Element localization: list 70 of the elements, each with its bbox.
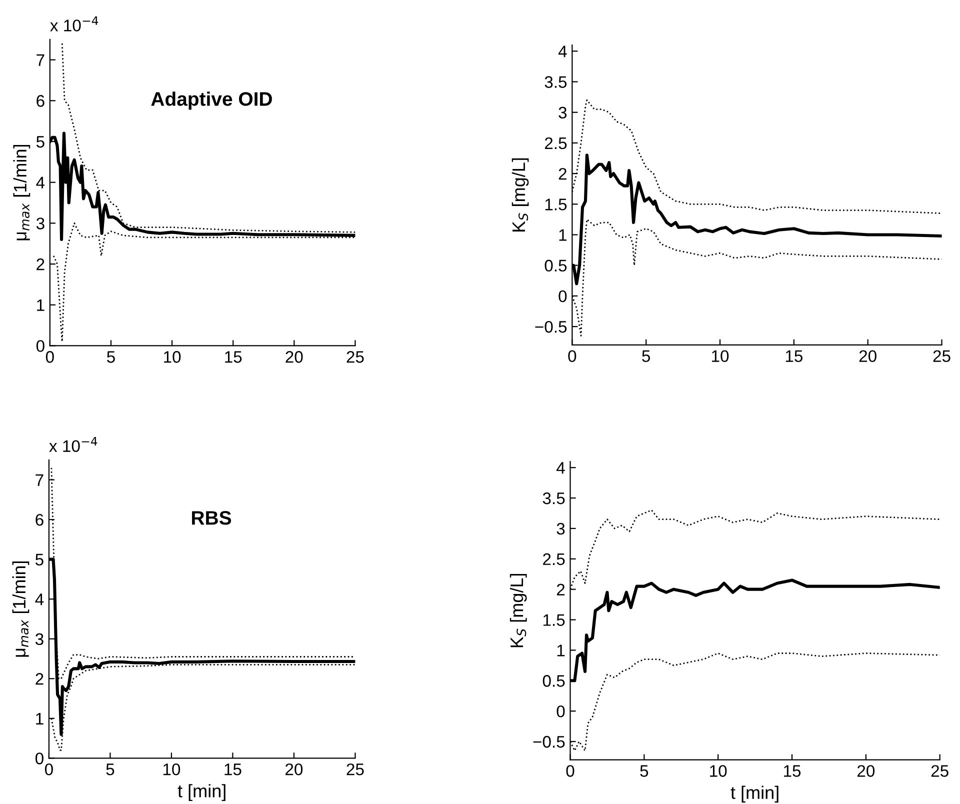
y-axis-title: μ$_{max}$ [1/min] (13, 144, 30, 240)
x-tick-label: 20 (286, 763, 303, 776)
y-tick-label: 2 (36, 673, 44, 685)
x-tick-label: 20 (286, 351, 303, 363)
text: x 10$^{−4}$ (50, 16, 98, 32)
y-tick-label: 4 (556, 462, 565, 474)
x-tick-label: 0 (568, 350, 576, 362)
y-tick-label: 3 (556, 522, 565, 535)
x-tick-label: 10 (164, 351, 181, 363)
y-axis-title: μ$_{max}$ [1/min] (12, 561, 30, 657)
y-tick-label: 5 (36, 136, 44, 148)
y-tick-label: 4 (36, 176, 45, 188)
x-tick-label: 25 (933, 350, 950, 362)
x-tick-label: 5 (106, 764, 114, 776)
y-axis-title: K$_{S}$ [mg/L] (512, 158, 529, 232)
y-tick-label: 0.5 (542, 675, 565, 687)
y-axis-title: K$_{S}$ [mg/L] (510, 574, 527, 648)
y-tick-label: −0.5 (533, 736, 565, 748)
x-tick-label: 10 (712, 350, 729, 362)
y-tick-label: 0.5 (544, 260, 567, 272)
x-tick-label: 0 (566, 765, 574, 777)
y-tick-label: 2 (558, 168, 566, 180)
y-tick-label: 6 (36, 95, 44, 107)
x-tick-label: 0 (46, 351, 54, 363)
y-tick-label: 2 (556, 584, 565, 596)
y-tick-label: 0 (556, 705, 565, 718)
x-tick-label: 15 (224, 764, 242, 776)
y-tick-label: 3.5 (544, 76, 567, 88)
y-tick-label: 1 (37, 299, 44, 311)
x-tick-label: 15 (225, 351, 242, 363)
y-tick-label: 2.5 (544, 137, 567, 150)
text: x 10$^{−4}$ (49, 436, 98, 452)
y-tick-label: 0 (558, 290, 567, 302)
y-tick-label: 1 (557, 644, 565, 656)
x-tick-label: 25 (346, 763, 364, 776)
x-axis-title: t [min] (178, 784, 226, 801)
y-tick-label: 6 (36, 514, 44, 526)
y-tick-label: 7 (36, 54, 44, 66)
y-tick-label: 3 (36, 218, 44, 230)
x-tick-label: 20 (859, 350, 876, 362)
x-tick-label: 5 (107, 351, 115, 363)
annotation: Adaptive OID (151, 92, 272, 110)
y-tick-label: 1 (559, 229, 566, 241)
x-tick-label: 0 (44, 763, 53, 776)
y-tick-label: 0 (35, 752, 44, 764)
annotation: RBS (192, 510, 232, 525)
x-tick-label: 20 (857, 765, 875, 777)
x-tick-label: 5 (640, 765, 648, 777)
y-tick-label: 2 (36, 258, 44, 270)
y-tick-label: 2.5 (543, 553, 565, 566)
y-tick-label: 4 (35, 594, 44, 606)
y-tick-label: 1.5 (543, 614, 565, 626)
y-tick-label: 5 (35, 554, 44, 566)
x-tick-label: 25 (931, 765, 948, 777)
x-tick-label: 5 (642, 350, 650, 362)
y-tick-label: 3 (558, 106, 567, 119)
y-tick-label: 1 (36, 712, 44, 724)
y-tick-label: 7 (36, 474, 44, 486)
x-tick-label: 15 (784, 765, 801, 777)
x-tick-label: 15 (786, 350, 802, 362)
y-tick-label: 1.5 (545, 198, 567, 210)
y-tick-label: 4 (558, 46, 567, 58)
y-tick-label: 3.5 (542, 492, 565, 504)
x-tick-label: 25 (346, 351, 364, 363)
x-tick-label: 10 (710, 765, 727, 777)
x-axis-title: t [min] (730, 786, 778, 803)
x-tick-label: 10 (163, 763, 180, 776)
y-tick-label: 0 (36, 340, 44, 352)
y-tick-label: −0.5 (535, 320, 567, 333)
y-tick-label: 3 (35, 633, 44, 646)
